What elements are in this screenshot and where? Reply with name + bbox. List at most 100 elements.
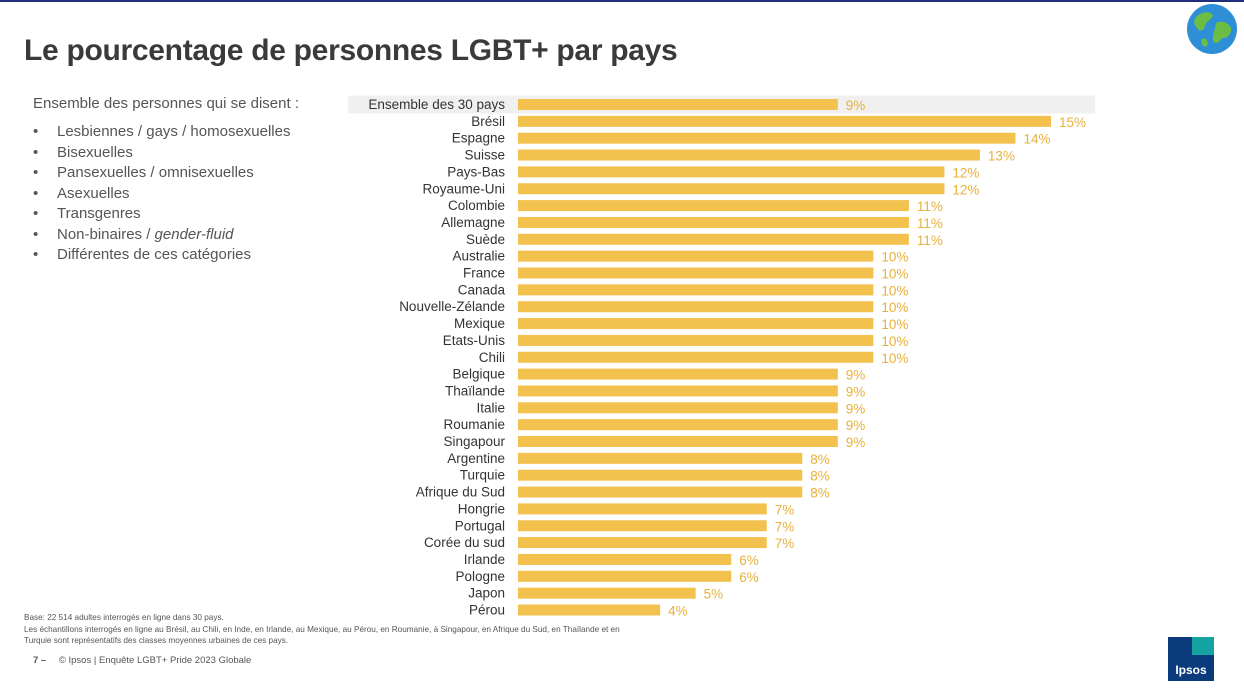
value-label: 8% [810,486,830,501]
bar [518,216,909,228]
value-label: 7% [775,502,795,517]
bar [518,334,874,346]
category-item: • Bisexuelles [33,144,290,165]
page-number: 7 – [33,655,47,666]
value-label: 12% [952,182,979,197]
category-label: Allemagne [441,215,505,230]
top-rule [0,0,1244,2]
category-label: Singapour [443,434,505,449]
value-label: 13% [988,149,1015,164]
category-item: • Pansexuelles / omnisexuelles [33,164,290,185]
bar [518,604,661,616]
category-label: Chili [479,350,505,365]
bar [518,368,838,380]
category-label: Suisse [464,148,505,163]
category-text: Asexuelles [57,184,130,202]
value-label: 10% [881,317,908,332]
value-label: 10% [881,334,908,349]
value-label: 10% [881,267,908,282]
category-label: Afrique du Sud [416,485,505,500]
category-label: Espagne [452,131,505,146]
category-label: Mexique [454,316,505,331]
category-label: Turquie [460,468,505,483]
bar [518,553,732,565]
category-label: Irlande [464,552,505,567]
ipsos-logo: Ipsos [1168,637,1214,681]
value-label: 10% [881,351,908,366]
category-label: Pérou [469,603,505,618]
category-label: Argentine [447,451,505,466]
value-label: 9% [846,98,866,113]
category-text: Lesbiennes / gays / homosexuelles [57,123,291,140]
category-text: Transgenres [57,205,141,222]
respondent-definition: Ensemble des personnes qui se disent : [33,95,299,112]
bar [518,486,803,498]
value-label: 11% [917,199,943,214]
bar [518,99,838,110]
bar [518,166,945,178]
bar [518,570,732,582]
category-text: Pansexuelles / omnisexuelles [57,164,254,181]
category-label: France [463,266,505,281]
value-label: 10% [881,283,908,298]
value-label: 9% [846,418,866,433]
bar [518,351,874,363]
category-label: Pologne [455,569,505,584]
footnote-base: Base: 22 514 adultes interrogés en ligne… [24,613,224,622]
bullet-marker: • [33,123,39,140]
copyright: © Ipsos | Enquête LGBT+ Pride 2023 Globa… [58,655,252,666]
bar [518,419,838,431]
bar [518,250,874,262]
bar [518,200,909,212]
category-label: Japon [468,586,505,601]
bar [518,520,767,532]
value-label: 14% [1023,132,1050,147]
category-text: Différentes de ces catégories [57,246,251,263]
category-list: • Lesbiennes / gays / homosexuelles • Bisex… [33,123,290,267]
value-label: 7% [775,519,795,534]
category-label: Corée du sud [424,535,505,550]
bullet-marker: • [33,246,39,263]
category-label: Thaïlande [445,383,505,398]
bar [518,233,909,245]
value-label: 7% [775,536,795,551]
bullet-marker: • [33,225,39,243]
category-label: Canada [458,282,506,297]
value-label: 9% [846,435,866,450]
value-label: 9% [846,368,866,383]
category-item: • Non-binaires / gender-fluid [33,226,290,247]
bar [518,402,838,414]
bar [518,267,874,279]
bar [518,503,767,515]
logo-accent [1192,637,1214,655]
globe-icon [1187,4,1237,54]
category-text-italic: gender-fluid [154,225,234,243]
category-item: • Différentes de ces catégories [33,246,290,267]
value-label: 12% [952,165,979,180]
bar [518,537,767,549]
category-label: Australie [452,249,505,264]
footnote-sample: Les échantillons interrogés en ligne au … [24,624,620,646]
bar [518,318,874,330]
bar [518,132,1016,144]
footnote: Base: 22 514 adultes interrogés en ligne… [24,612,624,647]
value-label: 11% [917,216,943,231]
value-label: 6% [739,570,759,585]
category-label: Belgique [452,367,505,382]
value-label: 9% [846,384,866,399]
category-label: Colombie [448,198,505,213]
bar [518,115,1051,127]
bar [518,436,838,447]
bar [518,385,838,397]
logo-text: Ipsos [1175,663,1207,677]
value-label: 8% [810,469,830,484]
value-label: 8% [810,452,830,467]
category-text: Bisexuelles [57,143,133,161]
category-label: Suède [466,232,505,247]
category-label: Etats-Unis [443,333,506,348]
bar [518,301,874,313]
category-label: Italie [476,400,505,415]
bullet-marker: • [33,205,39,222]
bar [518,284,874,296]
